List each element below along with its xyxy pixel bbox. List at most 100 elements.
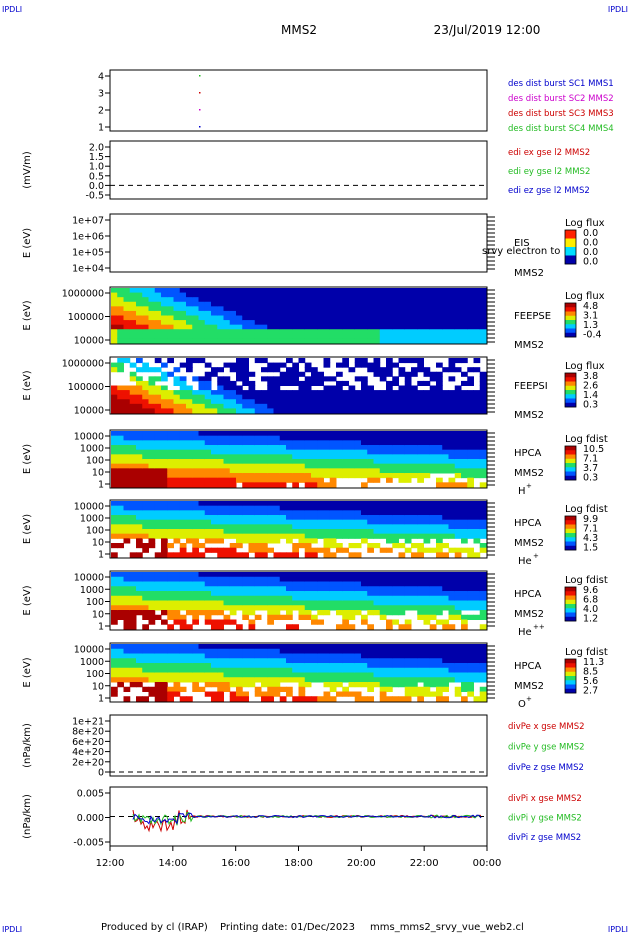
panel6-cell (123, 435, 131, 441)
panel8-cell (267, 605, 274, 611)
panel4-cell (179, 329, 187, 335)
panel5-cell (454, 399, 462, 405)
panel9-cell (117, 667, 124, 673)
panel5-cell (317, 403, 324, 409)
panel9-cell (473, 663, 481, 669)
panel8-cell (379, 610, 387, 616)
panel4-cell (161, 297, 168, 303)
panel9-cell (167, 653, 174, 659)
panel6-cell (192, 477, 199, 483)
panel9-cell (242, 644, 249, 650)
panel8-cell (442, 619, 449, 625)
panel5-cell (161, 385, 168, 391)
panel5-cell (398, 394, 406, 400)
panel7-cell (161, 515, 168, 521)
panel4-cell (442, 315, 449, 321)
panel5-cell (117, 390, 124, 396)
panel7-cell (442, 515, 449, 521)
panel4-cell (204, 310, 212, 316)
panel4-cell (192, 324, 199, 330)
panel9-cell (198, 663, 206, 669)
panel8-colorbar-swatch (565, 612, 576, 618)
panel5-cell (304, 385, 312, 391)
panel9-cell (467, 658, 474, 664)
panel7-ytick-label: 1000 (80, 514, 104, 525)
panel4-cell (373, 320, 381, 326)
panel7-cell (211, 533, 218, 539)
panel4-cell (267, 324, 274, 330)
panel7-cell (292, 510, 299, 516)
panel4-cell (398, 320, 406, 326)
panel5-cell (179, 385, 187, 391)
panel8-colorbar-frame (564, 586, 577, 622)
panel7-cell (242, 505, 249, 511)
panel9-cell (279, 672, 287, 678)
panel7-cell (111, 533, 118, 539)
panel6-cell (473, 463, 481, 469)
panel5-cell (298, 390, 306, 396)
panel5-cell (236, 367, 243, 373)
panel9-cell (479, 696, 487, 702)
panel4-cell (242, 320, 249, 326)
panel9-cell (267, 663, 274, 669)
panel7-cell (392, 529, 399, 535)
panel6-cell (229, 445, 237, 451)
panel4-cell (354, 338, 362, 344)
panel7-cell (417, 501, 424, 507)
panel5-cell (261, 403, 268, 409)
panel5-cell (473, 390, 481, 396)
panel5-cell (304, 362, 312, 368)
panel7-cell (292, 533, 299, 539)
panel6-cell (404, 454, 412, 460)
panel6-cell (404, 473, 412, 479)
panel9-cell (454, 667, 462, 673)
panel6-cell (336, 454, 343, 460)
panel8-cell (123, 605, 131, 611)
panel7-cell (198, 524, 206, 530)
panel5-cell (261, 358, 268, 364)
panel5-cell (411, 403, 418, 409)
panel7-cell (436, 524, 443, 530)
panel5-cell (136, 385, 143, 391)
panel7-cell (267, 515, 274, 521)
panel7-cell (479, 543, 487, 549)
panel8-cell (361, 586, 368, 592)
panel8-cell (123, 591, 131, 597)
panel5-cell (198, 394, 206, 400)
panel7-cell (179, 552, 187, 558)
panel6-cell (279, 459, 287, 465)
panel5-cell (236, 390, 243, 396)
panel4-cell (398, 315, 406, 321)
panel9-instrument: HPCA (514, 661, 542, 672)
panel8-cell (254, 600, 262, 606)
panel6-cell (423, 463, 431, 469)
panel6-cell (386, 440, 393, 446)
panel5-cell (461, 390, 468, 396)
panel5-cell (254, 390, 262, 396)
panel7-cell (111, 524, 118, 530)
panel9-cell (317, 696, 324, 702)
panel8-cell (473, 581, 481, 587)
panel6-cell (129, 445, 137, 451)
panel6-cell (292, 477, 299, 483)
panel7-cell (192, 505, 199, 511)
panel6-cell (136, 473, 143, 479)
panel4-cell (198, 297, 206, 303)
panel8-cell (186, 600, 193, 606)
panel5-cell (423, 394, 431, 400)
panel8-cell (223, 581, 231, 587)
panel9-cell (161, 672, 168, 678)
panel5-cell (386, 390, 393, 396)
panel7-cell (173, 552, 181, 558)
panel4-cell (273, 306, 281, 312)
panel9-cell (142, 644, 149, 650)
panel4-cell (398, 301, 406, 307)
panel5-cell (267, 390, 274, 396)
panel6-cell (117, 473, 124, 479)
panel7-cell (298, 519, 306, 525)
panel4-cell (361, 333, 368, 339)
panel7-cell (148, 505, 156, 511)
panel6-cell (254, 477, 262, 483)
panel8-cell (273, 572, 281, 578)
panel6-colorbar-tick: 10.5 (583, 444, 604, 455)
